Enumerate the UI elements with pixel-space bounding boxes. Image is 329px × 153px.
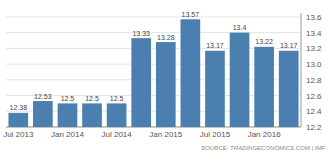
y-tick-label: 13.2	[306, 44, 322, 53]
data-label: 12.38	[10, 104, 28, 111]
data-label: 13.22	[255, 38, 273, 45]
data-label: 13.17	[206, 42, 224, 49]
source-note: SOURCE: TRADINGECONOMICS.COM | IMF	[201, 145, 325, 151]
bar	[181, 19, 201, 127]
x-tick-label: Jul 2014	[102, 130, 133, 139]
y-tick-label: 13.6	[306, 13, 322, 22]
y-tick-label: 13.4	[306, 29, 322, 38]
bar	[8, 113, 28, 127]
bar	[58, 103, 78, 127]
y-axis-line	[301, 13, 302, 127]
y-tick-label: 12.8	[306, 76, 322, 85]
bar	[156, 42, 176, 127]
data-label: 12.5	[85, 95, 99, 102]
x-tick-label: Jan 2015	[149, 130, 182, 139]
data-label: 12.5	[61, 95, 75, 102]
bar	[82, 103, 102, 127]
bar	[107, 103, 127, 127]
chart-container: 12.212.412.612.813.013.213.413.612.3812.…	[0, 0, 329, 153]
grid-line	[6, 16, 301, 17]
bar	[131, 38, 151, 127]
bar	[33, 101, 53, 127]
data-label: 13.4	[233, 24, 247, 31]
x-tick-label: Jan 2014	[51, 130, 84, 139]
y-tick-label: 12.4	[306, 107, 322, 116]
data-label: 13.57	[182, 11, 200, 18]
chart: 12.212.412.612.813.013.213.413.612.3812.…	[0, 0, 329, 153]
bar	[279, 51, 299, 127]
data-label: 12.53	[34, 93, 52, 100]
y-tick-label: 12.6	[306, 92, 322, 101]
y-tick-label: 13.0	[306, 60, 322, 69]
data-label: 13.17	[280, 42, 298, 49]
bar	[230, 33, 250, 127]
data-label: 13.33	[132, 30, 150, 37]
data-labels: 12.38 12.53 12.5 12.5 12.5 13.33 13.28 13.57 13.…	[10, 11, 298, 112]
grid	[6, 17, 301, 127]
bar	[254, 47, 274, 127]
y-tick-label: 12.2	[306, 123, 322, 132]
x-ticks: Jul 2013 Jan 2014 Jul 2014 Jan 2015 Jul 2015…	[3, 130, 281, 139]
bar	[205, 51, 225, 127]
bars	[8, 19, 298, 127]
x-tick-label: Jul 2013	[3, 130, 34, 139]
y-ticks: 12.2 12.4 12.6 12.8 13.0 13.2 13.4 13.6	[306, 13, 322, 132]
x-tick-label: Jan 2016	[248, 130, 281, 139]
grid-line	[6, 32, 301, 33]
data-label: 13.28	[157, 34, 175, 41]
data-label: 12.5	[110, 95, 124, 102]
x-tick-label: Jul 2015	[200, 130, 231, 139]
